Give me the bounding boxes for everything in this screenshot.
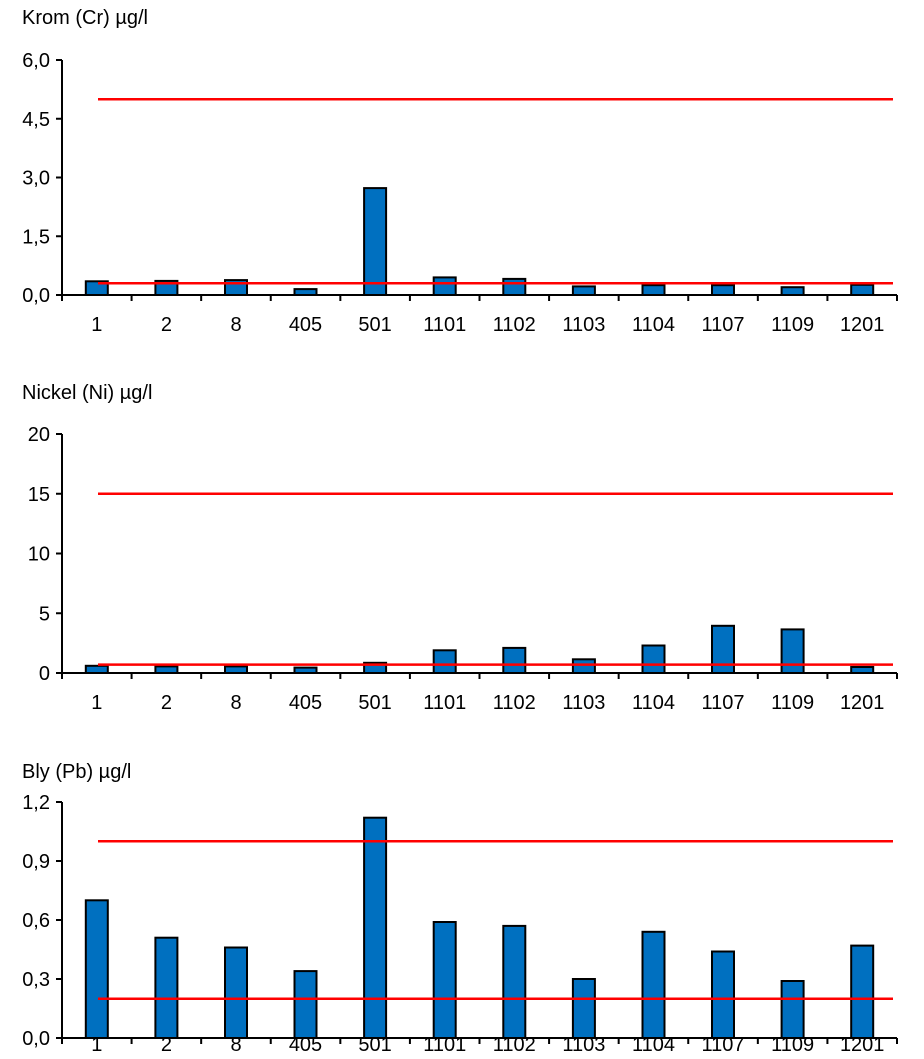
- y-tick-label-pb: 0,6: [22, 910, 50, 932]
- x-tick-label-cr: 1104: [632, 314, 675, 336]
- bar-cr-1103: [571, 285, 596, 296]
- bar-ni-1103: [571, 658, 596, 674]
- bar-ni-1: [84, 664, 109, 674]
- x-tick-label-pb: 1107: [701, 1034, 744, 1056]
- bar-pb-1101: [432, 921, 457, 1039]
- bar-pb-1201: [850, 944, 875, 1039]
- y-tick-label-pb: 1,2: [22, 792, 50, 814]
- y-tick-label-cr: 6,0: [22, 50, 50, 72]
- bar-pb-405: [293, 970, 318, 1039]
- x-tick-label-pb: 1103: [562, 1034, 605, 1056]
- y-tick-label-pb: 0,0: [22, 1028, 50, 1050]
- x-tick-label-pb: 8: [230, 1034, 241, 1056]
- x-tick-label-ni: 1104: [632, 692, 675, 714]
- bar-cr-501: [363, 187, 388, 297]
- x-tick-label-pb: 1101: [423, 1034, 466, 1056]
- x-tick-label-cr: 1101: [423, 314, 466, 336]
- x-tick-label-cr: 1: [91, 314, 102, 336]
- bar-pb-1102: [502, 924, 527, 1040]
- bar-ni-1101: [432, 649, 457, 674]
- y-tick-label-pb: 0,3: [22, 969, 50, 991]
- x-tick-label-cr: 405: [289, 314, 322, 336]
- x-tick-label-pb: 1201: [840, 1034, 885, 1056]
- bar-pb-1109: [780, 980, 805, 1039]
- x-tick-label-pb: 501: [358, 1034, 391, 1056]
- y-tick-label-cr: 4,5: [22, 109, 50, 131]
- chart-title-cr: Krom (Cr) µg/l: [22, 7, 148, 29]
- chart-title-pb: Bly (Pb) µg/l: [22, 761, 131, 783]
- bar-pb-1: [84, 899, 109, 1039]
- x-tick-label-ni: 8: [230, 692, 241, 714]
- x-tick-label-cr: 1102: [493, 314, 536, 336]
- x-tick-label-cr: 1107: [701, 314, 744, 336]
- x-tick-label-ni: 1103: [562, 692, 605, 714]
- bar-cr-1201: [850, 283, 875, 296]
- x-tick-label-ni: 501: [358, 692, 391, 714]
- bar-pb-1107: [711, 950, 735, 1039]
- y-tick-label-ni: 20: [28, 424, 50, 446]
- y-tick-label-ni: 5: [39, 603, 50, 625]
- x-tick-label-ni: 1201: [840, 692, 885, 714]
- x-tick-label-ni: 1102: [493, 692, 536, 714]
- bar-cr-1109: [780, 286, 805, 297]
- bar-ni-1109: [780, 628, 805, 675]
- bar-ni-1102: [502, 646, 527, 675]
- y-tick-label-ni: 15: [28, 484, 50, 506]
- x-tick-label-ni: 1101: [423, 692, 466, 714]
- chart-cr: Krom (Cr) µg/l 0,0 1,5 3,0 4,5 6,0 1 2 8 405 501 1…: [22, 7, 898, 336]
- bar-pb-8: [224, 946, 248, 1039]
- y-tick-label-ni: 0: [39, 663, 50, 685]
- x-tick-label-pb: 1109: [771, 1034, 814, 1056]
- x-tick-label-pb: 1: [91, 1034, 102, 1056]
- bar-ni-1104: [641, 644, 666, 674]
- y-tick-label-ni: 10: [28, 544, 50, 566]
- x-tick-label-ni: 1109: [771, 692, 814, 714]
- x-tick-label-pb: 405: [289, 1034, 322, 1056]
- bar-cr-1101: [432, 276, 457, 296]
- x-tick-label-pb: 2: [161, 1034, 172, 1056]
- chart-pb: Bly (Pb) µg/l 0,0 0,3 0,6 0,9 1,2 1 2 8 405 501 11…: [22, 761, 898, 1056]
- y-tick-label-pb: 0,9: [22, 851, 50, 873]
- x-tick-label-ni: 2: [161, 692, 172, 714]
- x-tick-label-cr: 501: [358, 314, 391, 336]
- chart-title-ni: Nickel (Ni) µg/l: [22, 382, 152, 404]
- x-tick-label-ni: 1107: [701, 692, 744, 714]
- bar-pb-501: [363, 816, 388, 1040]
- bar-pb-2: [154, 936, 179, 1040]
- bar-cr-1104: [641, 284, 666, 297]
- x-tick-label-cr: 1103: [562, 314, 605, 336]
- x-tick-label-ni: 405: [289, 692, 322, 714]
- x-tick-label-ni: 1: [91, 692, 102, 714]
- bar-cr-1107: [711, 284, 735, 297]
- y-tick-label-cr: 3,0: [22, 168, 50, 190]
- x-tick-label-cr: 1201: [840, 314, 885, 336]
- x-tick-label-cr: 8: [230, 314, 241, 336]
- y-tick-label-cr: 0,0: [22, 285, 50, 307]
- bar-pb-1103: [571, 978, 596, 1039]
- bar-pb-1104: [641, 930, 666, 1039]
- bar-cr-1102: [502, 277, 527, 296]
- bar-ni-1107: [711, 624, 735, 674]
- y-tick-label-cr: 1,5: [22, 226, 50, 248]
- chart-ni: Nickel (Ni) µg/l 0 5 10 15 20 1 2 8 405 501 1101 11…: [22, 382, 898, 714]
- x-tick-label-pb: 1104: [632, 1034, 675, 1056]
- x-tick-label-cr: 1109: [771, 314, 814, 336]
- x-tick-label-cr: 2: [161, 314, 172, 336]
- x-tick-label-pb: 1102: [493, 1034, 536, 1056]
